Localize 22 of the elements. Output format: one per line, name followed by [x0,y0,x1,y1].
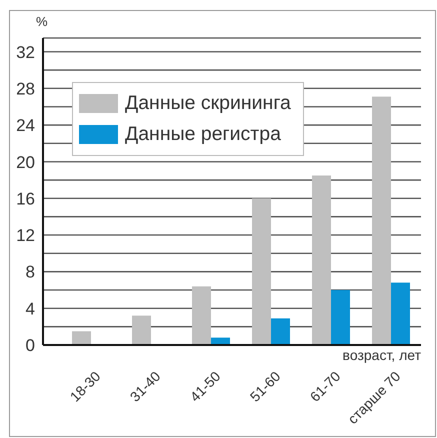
y-tick-label: 28 [16,79,35,98]
y-tick-label: 8 [26,262,35,282]
bar [271,318,290,345]
y-tick-label: 12 [16,226,35,246]
legend-label: Данные скрининга [125,92,291,115]
bar [391,282,410,345]
y-tick-label: 16 [16,189,35,208]
y-tick-label: 20 [16,152,35,172]
x-axis-title: возраст, лет [342,347,421,363]
bar [132,316,151,345]
bar [72,331,91,345]
bar [312,175,331,345]
y-tick-label: 0 [26,336,35,356]
bar [192,286,211,345]
legend-label: Данные регистра [125,123,281,146]
y-tick-label: 4 [26,299,35,318]
bar [252,198,271,345]
y-axis-title: % [36,14,48,29]
y-tick-label: 32 [16,42,35,62]
bar [372,96,391,345]
bar [331,290,350,345]
y-tick-label: 24 [16,116,35,136]
